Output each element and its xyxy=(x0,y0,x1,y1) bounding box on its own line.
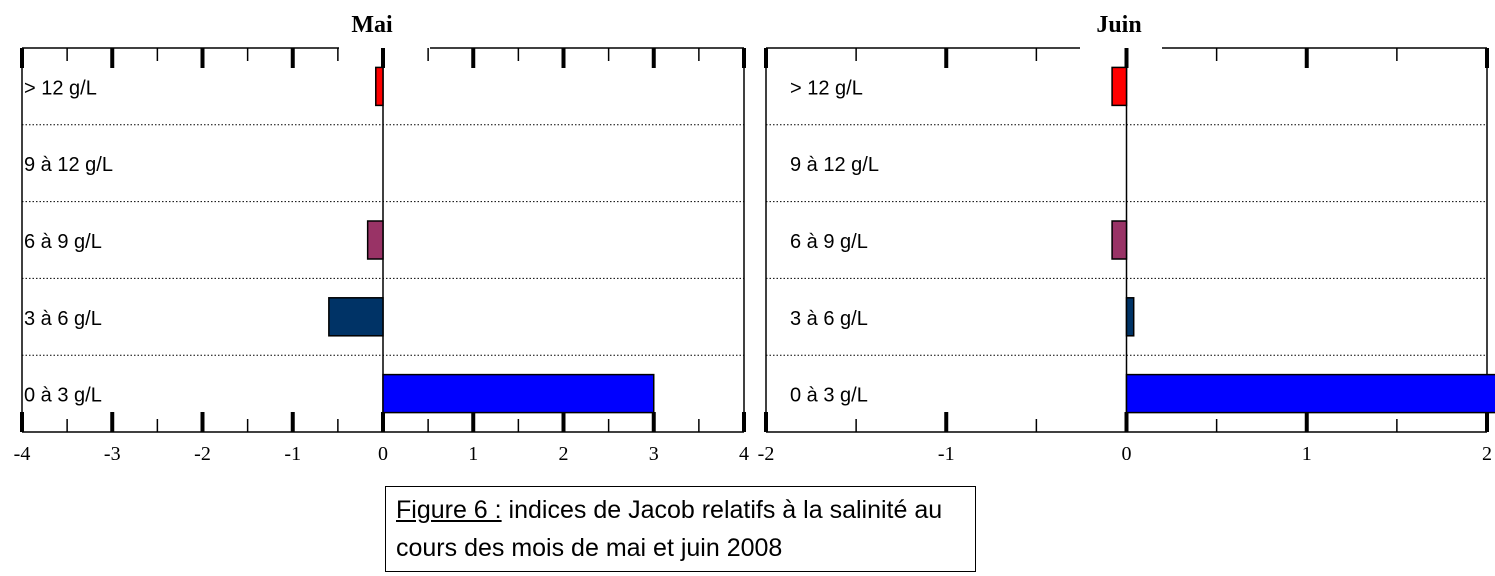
figure-caption: Figure 6 : indices de Jacob relatifs à l… xyxy=(385,486,976,572)
category-label: 6 à 9 g/L xyxy=(790,231,868,253)
tick-label: -2 xyxy=(194,443,211,465)
category-label: > 12 g/L xyxy=(790,77,863,99)
tick-label: -2 xyxy=(758,443,775,465)
bar xyxy=(366,220,384,260)
caption-line1: indices de Jacob relatifs à la salinité … xyxy=(501,496,943,524)
tick-label: 3 xyxy=(649,443,659,465)
tick-label: 4 xyxy=(739,443,749,465)
bar xyxy=(1111,220,1128,260)
chart-juin: Juin -2 -1 0 1 2 > 12 g/L 9 à 12 g/L 6 à 9 g/L 3 … xyxy=(758,12,1495,465)
chart-title: Juin xyxy=(1096,12,1141,38)
tick-label: 2 xyxy=(1482,443,1492,465)
category-label: 3 à 6 g/L xyxy=(790,308,868,330)
category-label: 0 à 3 g/L xyxy=(24,385,102,407)
tick-label: -1 xyxy=(284,443,301,465)
bar xyxy=(1125,373,1495,414)
caption-figure-label: Figure 6 : xyxy=(396,496,502,524)
category-label: 9 à 12 g/L xyxy=(24,154,113,176)
tick-label: 0 xyxy=(378,443,388,465)
bar xyxy=(1125,297,1135,337)
tick-label: -1 xyxy=(938,443,955,465)
caption-line2: cours des mois de mai et juin 2008 xyxy=(396,534,783,562)
tick-label: 2 xyxy=(559,443,569,465)
bar xyxy=(382,373,655,414)
category-label: 9 à 12 g/L xyxy=(790,154,879,176)
tick-label: 1 xyxy=(468,443,478,465)
bar xyxy=(328,297,384,337)
category-label: 6 à 9 g/L xyxy=(24,231,102,253)
bar xyxy=(375,66,384,107)
category-label: 3 à 6 g/L xyxy=(24,308,102,330)
category-label: > 12 g/L xyxy=(24,77,97,99)
figure-canvas: Mai -4 -3 -2 -1 0 1 2 3 4 > 12 g/L 9 à 12 g/L 6 à 9 … xyxy=(14,12,1495,465)
category-label: 0 à 3 g/L xyxy=(790,385,868,407)
tick-label: -3 xyxy=(104,443,121,465)
tick-label: -4 xyxy=(14,443,31,465)
chart-title: Mai xyxy=(351,12,393,38)
bar xyxy=(1111,66,1128,107)
chart-mai: Mai -4 -3 -2 -1 0 1 2 3 4 > 12 g/L 9 à 12 g/L 6 à 9 … xyxy=(14,12,749,465)
tick-label: 1 xyxy=(1302,443,1312,465)
tick-label: 0 xyxy=(1122,443,1132,465)
